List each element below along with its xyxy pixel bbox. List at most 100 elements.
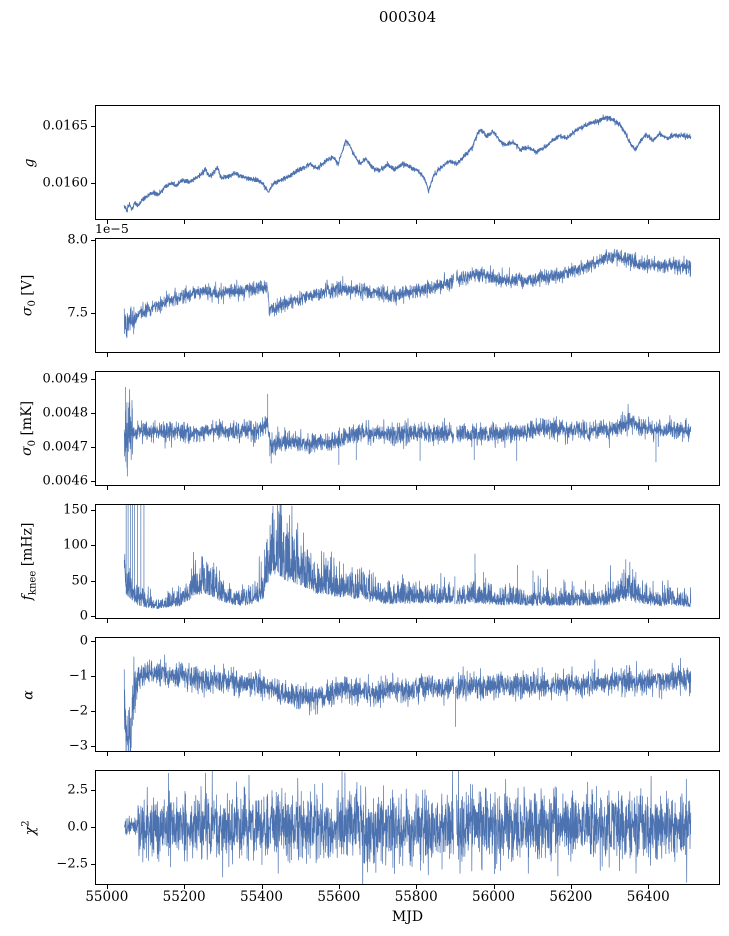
x-tick-label: 55200 xyxy=(162,889,206,905)
y-tick-mark xyxy=(91,183,95,185)
x-tick-mark xyxy=(493,486,495,490)
x-tick-mark xyxy=(493,752,495,756)
x-tick-mark xyxy=(261,619,263,623)
x-tick-mark xyxy=(184,619,186,623)
y-tick-mark xyxy=(91,790,95,792)
y-tick-mark xyxy=(91,412,95,414)
y-axis-offset-text: 1e−5 xyxy=(95,221,129,236)
y-tick-mark xyxy=(91,481,95,483)
y-tick-mark xyxy=(91,447,95,449)
y-tick-label: 8.0 xyxy=(67,232,88,248)
y-tick-mark xyxy=(91,239,95,241)
y-tick-mark xyxy=(91,545,95,547)
x-tick-mark xyxy=(338,353,340,357)
x-tick-mark xyxy=(106,220,108,224)
y-tick-label: 2.5 xyxy=(67,782,88,798)
y-tick-mark xyxy=(91,746,95,748)
subplot-sigma0mK: σ0 [mK] 0.0046 0.0047 0.0048 0.0049 xyxy=(0,371,729,490)
x-tick-mark xyxy=(493,353,495,357)
x-tick-mark xyxy=(416,752,418,756)
x-tick-mark xyxy=(184,353,186,357)
x-tick-mark xyxy=(648,486,650,490)
x-tick-mark xyxy=(184,220,186,224)
plot-canvas-alpha xyxy=(96,638,719,751)
x-tick-mark xyxy=(648,752,650,756)
x-tick-mark xyxy=(261,486,263,490)
y-tick-label: 100 xyxy=(63,537,88,553)
y-axis-label-fknee: fknee [mHz] xyxy=(19,522,39,601)
x-tick-mark xyxy=(416,220,418,224)
x-tick-label: 56200 xyxy=(549,889,593,905)
y-axis-label-sigma0mK: σ0 [mK] xyxy=(19,400,39,457)
x-tick-mark xyxy=(338,220,340,224)
y-tick-label: 0.0046 xyxy=(42,473,89,489)
y-tick-label: −2.5 xyxy=(56,856,88,872)
y-axis-label-alpha: α xyxy=(21,689,37,700)
x-tick-mark xyxy=(416,486,418,490)
y-tick-mark xyxy=(91,125,95,127)
plot-area-alpha xyxy=(95,637,720,752)
y-tick-mark xyxy=(91,863,95,865)
x-tick-mark xyxy=(570,752,572,756)
y-tick-mark xyxy=(91,710,95,712)
x-tick-mark xyxy=(184,486,186,490)
plot-area-g xyxy=(95,105,720,220)
plot-area-fknee xyxy=(95,504,720,619)
x-tick-mark xyxy=(106,752,108,756)
y-tick-mark xyxy=(91,509,95,511)
y-tick-label: 7.5 xyxy=(67,305,88,321)
x-axis: MJD 55000 55200 55400 55600 55800 56000 56200 5… xyxy=(0,885,729,935)
y-tick-label: −3 xyxy=(68,738,88,754)
subplot-g: g 0.0160 0.0165 xyxy=(0,105,729,224)
y-tick-label: 0 xyxy=(79,633,88,649)
x-tick-mark xyxy=(106,486,108,490)
y-tick-label: 0.0 xyxy=(67,819,88,835)
plot-canvas-chi2 xyxy=(96,771,719,884)
y-tick-label: 0.0048 xyxy=(42,405,89,421)
x-tick-mark xyxy=(261,885,263,889)
y-tick-mark xyxy=(91,675,95,677)
y-axis-label-sigma0V: σ0 [V] xyxy=(19,274,39,317)
x-tick-mark xyxy=(338,752,340,756)
x-tick-label: 56400 xyxy=(626,889,670,905)
x-tick-label: 55400 xyxy=(240,889,283,905)
x-tick-mark xyxy=(338,486,340,490)
subplot-sigma0V: σ0 [V] 1e−5 7.5 8.0 xyxy=(0,221,729,357)
figure-title: 000304 xyxy=(378,8,437,26)
x-tick-label: 56000 xyxy=(472,889,516,905)
x-tick-mark xyxy=(648,885,650,889)
y-tick-label: 0.0049 xyxy=(42,371,89,387)
y-tick-label: 0.0165 xyxy=(42,118,89,134)
y-tick-mark xyxy=(91,615,95,617)
x-tick-mark xyxy=(106,353,108,357)
subplot-fknee: fknee [mHz] 0 50 100 150 xyxy=(0,502,729,623)
x-tick-mark xyxy=(493,220,495,224)
x-tick-mark xyxy=(261,220,263,224)
y-tick-mark xyxy=(91,826,95,828)
x-tick-mark xyxy=(570,885,572,889)
y-tick-mark xyxy=(91,640,95,642)
x-tick-mark xyxy=(106,885,108,889)
x-tick-mark xyxy=(184,752,186,756)
x-tick-mark xyxy=(416,885,418,889)
x-tick-mark xyxy=(261,752,263,756)
plot-canvas-sigma0V xyxy=(96,239,719,352)
y-tick-mark xyxy=(91,312,95,314)
y-tick-label: 0.0160 xyxy=(42,175,89,191)
y-tick-label: 150 xyxy=(63,502,88,518)
plot-canvas-g xyxy=(96,106,719,219)
x-tick-label: 55800 xyxy=(394,889,438,905)
y-tick-label: 50 xyxy=(71,573,88,589)
x-tick-mark xyxy=(261,353,263,357)
x-tick-mark xyxy=(648,220,650,224)
y-tick-mark xyxy=(91,378,95,380)
x-tick-mark xyxy=(648,619,650,623)
subplot-alpha: α −3 −2 −1 0 xyxy=(0,633,729,756)
x-tick-mark xyxy=(338,885,340,889)
x-tick-mark xyxy=(416,619,418,623)
x-tick-mark xyxy=(570,619,572,623)
x-tick-mark xyxy=(570,220,572,224)
x-tick-label: 55000 xyxy=(85,889,129,905)
plot-canvas-fknee xyxy=(96,505,719,618)
x-tick-mark xyxy=(416,353,418,357)
